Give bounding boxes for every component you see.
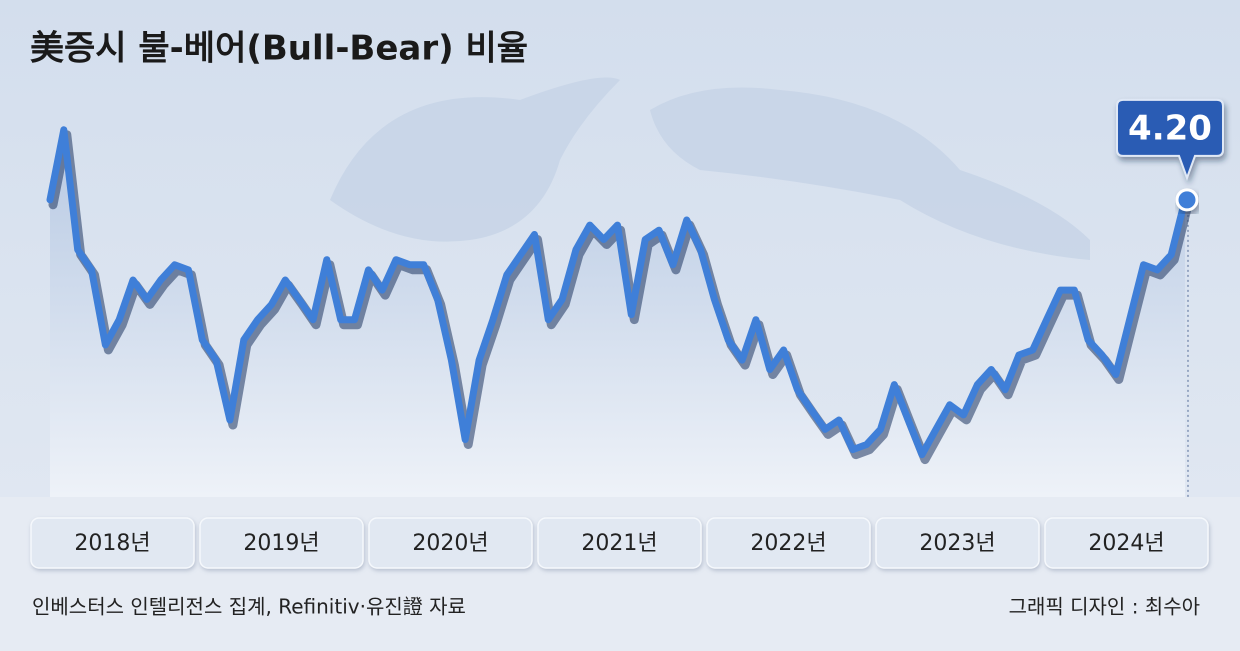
year-tab (368, 517, 533, 569)
source: 인베스터스 인텔리전스 집계, Refinitiv·유진證 자료 (32, 595, 466, 619)
bull-silhouette (330, 77, 620, 242)
x-tick-label: 2021년 (581, 531, 657, 556)
x-tick-label: 2024년 (1088, 531, 1164, 556)
x-tick-label: 2022년 (750, 531, 826, 556)
chart-title: 美증시 불-베어(Bull-Bear) 비율 (30, 29, 528, 69)
value-label: 4.20 (1128, 108, 1212, 148)
x-tick-label: 2023년 (919, 531, 995, 556)
end-marker (1175, 188, 1199, 212)
bear-silhouette (650, 87, 1090, 260)
x-tick-label: 2018년 (74, 531, 150, 556)
year-tab (30, 517, 195, 569)
credit: 그래픽 디자인 : 최수아 (1009, 595, 1200, 619)
year-tab (537, 517, 702, 569)
x-tick-label: 2019년 (243, 531, 319, 556)
line (46, 126, 1189, 459)
year-tab (875, 517, 1040, 569)
year-tab (706, 517, 871, 569)
year-tab (1044, 517, 1209, 569)
x-tick-label: 2020년 (412, 531, 488, 556)
callout (1116, 98, 1224, 181)
year-tab (199, 517, 364, 569)
